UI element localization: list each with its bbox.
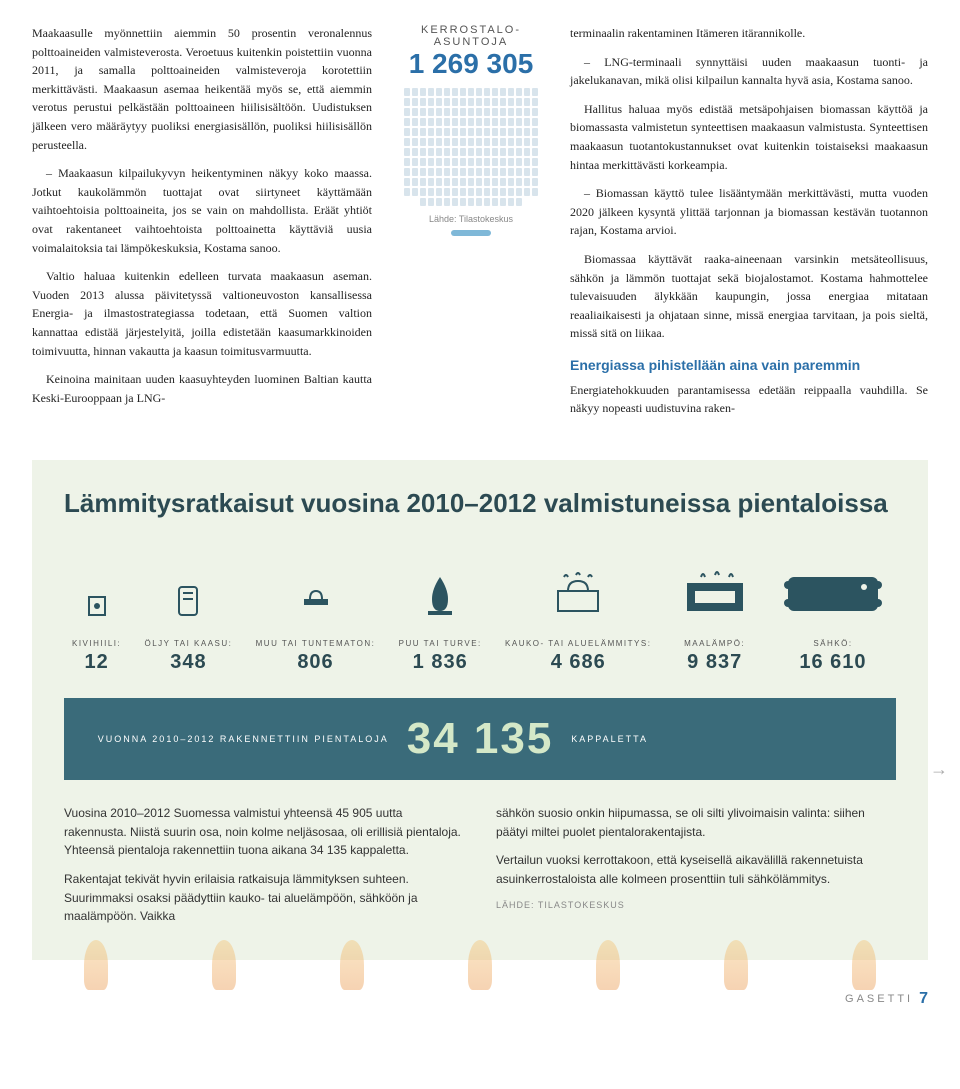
subheading: Energiassa pihistellään aina vain paremm… xyxy=(570,355,928,377)
para: Valtio haluaa kuitenkin edelleen turvata… xyxy=(32,267,372,360)
left-column: Maakaasulle myönnettiin aiemmin 50 prose… xyxy=(32,24,372,428)
heat-value: 1 836 xyxy=(399,651,482,674)
para: terminaalin rakentaminen Itämeren itäran… xyxy=(570,24,928,43)
stat-column: KERROSTALO- ASUNTOJA 1 269 305 Lähde: Ti… xyxy=(396,24,546,428)
heat-item: KAUKO- TAI ALUELÄMMITYS: 4 686 xyxy=(505,559,651,674)
heat-label: ÖLJY TAI KAASU: xyxy=(145,639,233,649)
heat-value: 806 xyxy=(256,651,376,674)
flame-decoration xyxy=(32,940,928,980)
heat-label: MAALÄMPÖ: xyxy=(675,639,755,649)
stat-label: ASUNTOJA xyxy=(396,36,546,48)
heat-label: SÄHKÖ: xyxy=(778,639,888,649)
infographic-title: Lämmitysratkaisut vuosina 2010–2012 valm… xyxy=(64,488,896,519)
para: Vertailun vuoksi kerrottakoon, että kyse… xyxy=(496,851,896,888)
heat-value: 12 xyxy=(72,651,121,674)
heat-icon xyxy=(778,559,888,619)
para: Biomassaa käyttävät raaka-aineenaan vars… xyxy=(570,250,928,343)
page-footer: GASETTI 7 xyxy=(32,990,928,1008)
stat-label: KERROSTALO- xyxy=(396,24,546,36)
para: Energiatehokkuuden parantamisessa edetää… xyxy=(570,381,928,418)
heat-label: KIVIHIILI: xyxy=(72,639,121,649)
heat-icon xyxy=(145,559,233,619)
total-suffix: KAPPALETTA xyxy=(571,734,876,744)
heat-item: MUU TAI TUNTEMATON: 806 xyxy=(256,559,376,674)
heat-icon xyxy=(675,559,755,619)
para: – LNG-terminaali synnyttäisi uuden maaka… xyxy=(570,53,928,90)
stat-source: Lähde: Tilastokeskus xyxy=(396,214,546,224)
total-number: 34 135 xyxy=(407,714,554,764)
continue-arrow-icon: → xyxy=(930,759,948,780)
heat-value: 348 xyxy=(145,651,233,674)
heat-item: MAALÄMPÖ: 9 837 xyxy=(675,559,755,674)
total-prefix: VUONNA 2010–2012 RAKENNETTIIN PIENTALOJA xyxy=(84,734,389,744)
heat-value: 4 686 xyxy=(505,651,651,674)
para: Keinoina mainitaan uuden kaasuyhteyden l… xyxy=(32,370,372,407)
magazine-name: GASETTI xyxy=(845,993,913,1005)
para: Rakentajat tekivät hyvin erilaisia ratka… xyxy=(64,870,464,926)
total-bar: VUONNA 2010–2012 RAKENNETTIIN PIENTALOJA… xyxy=(64,698,896,780)
heat-icon xyxy=(256,559,376,619)
heat-item: SÄHKÖ: 16 610 xyxy=(778,559,888,674)
heat-label: PUU TAI TURVE: xyxy=(399,639,482,649)
heat-icon xyxy=(72,559,121,619)
heat-label: MUU TAI TUNTEMATON: xyxy=(256,639,376,649)
heat-icon xyxy=(505,559,651,619)
heat-item: KIVIHIILI: 12 xyxy=(72,559,121,674)
page-number: 7 xyxy=(919,990,928,1008)
accent-bar xyxy=(451,230,491,236)
para: Maakaasulle myönnettiin aiemmin 50 prose… xyxy=(32,24,372,154)
heat-value: 16 610 xyxy=(778,651,888,674)
para: Vuosina 2010–2012 Suomessa valmistui yht… xyxy=(64,804,464,860)
building-grid-icon xyxy=(396,88,546,206)
para: Hallitus haluaa myös edistää metsäpohjai… xyxy=(570,100,928,174)
heating-chart: KIVIHIILI: 12 ÖLJY TAI KAASU: 348 MUU TAI TU… xyxy=(64,559,896,674)
infographic-text: Vuosina 2010–2012 Suomessa valmistui yht… xyxy=(64,804,896,936)
right-column: terminaalin rakentaminen Itämeren itäran… xyxy=(570,24,928,428)
para: – Biomassan käyttö tulee lisääntymään me… xyxy=(570,184,928,240)
heat-icon xyxy=(399,559,482,619)
article-columns: Maakaasulle myönnettiin aiemmin 50 prose… xyxy=(32,24,928,428)
para: sähkön suosio onkin hiipumassa, se oli s… xyxy=(496,804,896,841)
stat-number: 1 269 305 xyxy=(396,48,546,80)
heat-item: ÖLJY TAI KAASU: 348 xyxy=(145,559,233,674)
heat-item: PUU TAI TURVE: 1 836 xyxy=(399,559,482,674)
info-col-left: Vuosina 2010–2012 Suomessa valmistui yht… xyxy=(64,804,464,936)
infographic-box: Lämmitysratkaisut vuosina 2010–2012 valm… xyxy=(32,460,928,960)
heat-value: 9 837 xyxy=(675,651,755,674)
infographic-source: LÄHDE: TILASTOKESKUS xyxy=(496,899,896,913)
heat-label: KAUKO- TAI ALUELÄMMITYS: xyxy=(505,639,651,649)
info-col-right: sähkön suosio onkin hiipumassa, se oli s… xyxy=(496,804,896,936)
para: – Maakaasun kilpailukyvyn heikentyminen … xyxy=(32,164,372,257)
